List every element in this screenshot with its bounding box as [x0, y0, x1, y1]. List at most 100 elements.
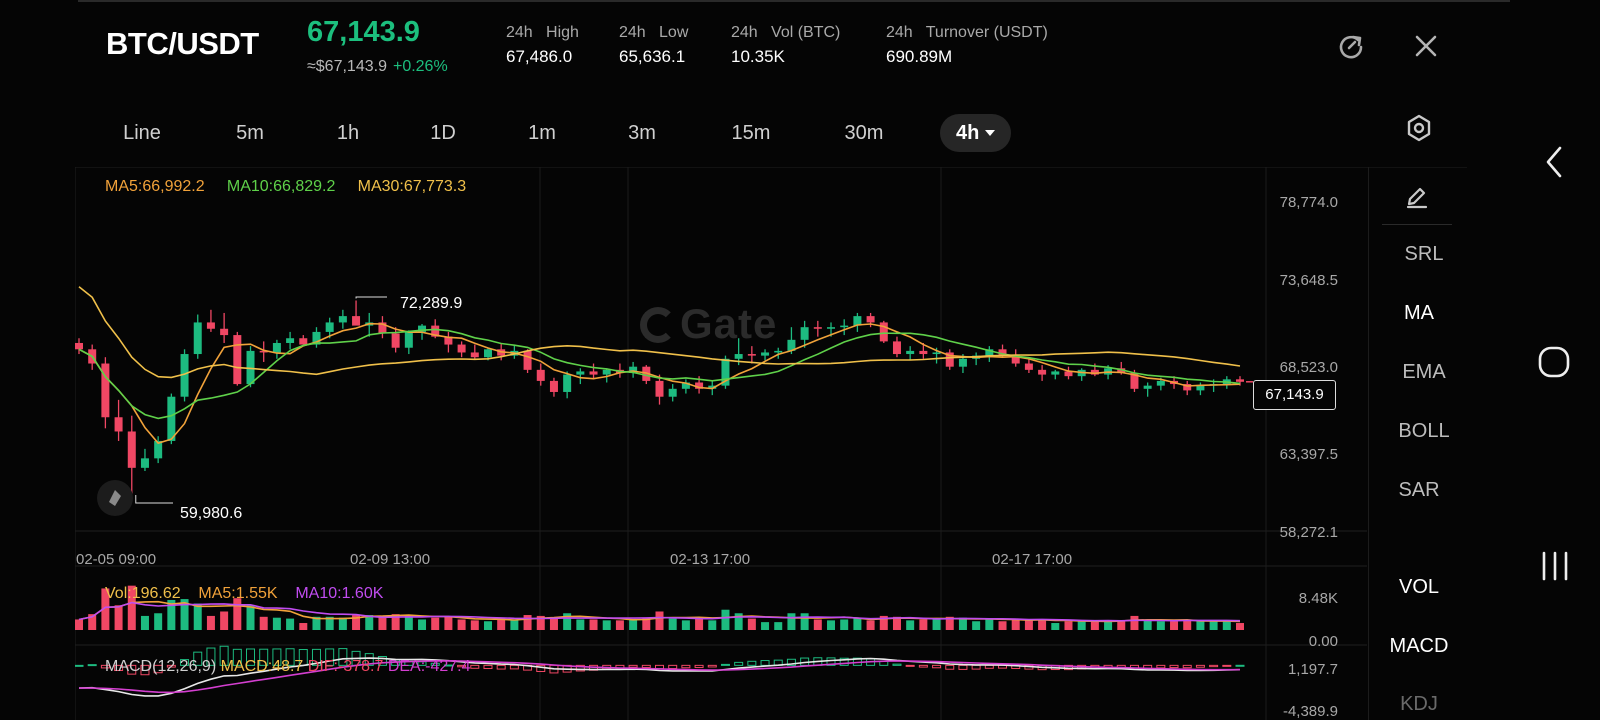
recents-nav-icon[interactable]: [1537, 548, 1573, 584]
chart-settings-icon[interactable]: [1404, 113, 1434, 143]
volume-bar: [787, 613, 796, 630]
candle-body: [695, 382, 704, 389]
low-mark-label: 59,980.6: [180, 505, 243, 522]
candle-body: [259, 350, 268, 353]
drawing-toggle-icon[interactable]: [97, 480, 133, 516]
pair-title[interactable]: BTC/USDT: [106, 26, 259, 61]
candle-body: [1051, 371, 1060, 375]
candle-body: [233, 335, 242, 385]
volume-bar: [418, 619, 427, 630]
ma30-line: [78, 286, 1241, 379]
candle-body: [220, 328, 229, 336]
volume-bar: [259, 616, 268, 630]
candle-body: [813, 327, 822, 329]
candle-body: [985, 349, 994, 356]
tab-5m[interactable]: 5m: [236, 122, 264, 144]
candle-body: [444, 336, 453, 345]
candle-body: [431, 325, 440, 337]
tab-1m[interactable]: 1m: [528, 122, 556, 144]
indicator-boll[interactable]: BOLL: [1398, 420, 1450, 442]
volume-bar: [774, 622, 783, 630]
price-change: +0.26%: [392, 58, 448, 75]
candle-body: [563, 374, 572, 392]
tab-line[interactable]: Line: [123, 122, 161, 144]
indicator-srl[interactable]: SRL: [1404, 243, 1444, 265]
indicator-macd[interactable]: MACD: [1389, 635, 1449, 657]
chevron-down-icon: [985, 130, 996, 136]
candle-body: [101, 363, 110, 418]
stat-24h-turnover: 24h Turnover (USDT) 690.89M: [886, 24, 1048, 67]
macd-histogram-bar: [826, 657, 836, 666]
tab-1h[interactable]: 1h: [336, 122, 360, 144]
candle-body: [1236, 379, 1244, 382]
volume-legend: Vol:196.62 MA5:1.55K MA10:1.60K: [105, 585, 383, 603]
indicator-vol[interactable]: VOL: [1398, 576, 1440, 598]
volume-bar: [457, 619, 466, 630]
candle-body: [299, 338, 308, 345]
indicator-ema[interactable]: EMA: [1402, 361, 1446, 383]
volume-bar: [1051, 623, 1060, 630]
back-nav-icon[interactable]: [1540, 142, 1570, 182]
candle-body: [1143, 385, 1152, 389]
volume-bar: [602, 620, 611, 630]
candle-body: [853, 316, 862, 326]
volume-bar: [734, 613, 743, 630]
macd-histogram-bar: [193, 651, 203, 666]
refresh-icon[interactable]: [1336, 31, 1366, 61]
volume-bar: [549, 617, 558, 630]
volume-bar: [1090, 621, 1099, 630]
tab-30m[interactable]: 30m: [844, 122, 884, 144]
close-icon[interactable]: [1411, 31, 1441, 61]
volume-bar: [589, 619, 598, 630]
tab-1d[interactable]: 1D: [430, 122, 456, 144]
macd-histogram-bar: [483, 664, 493, 670]
kline-chart[interactable]: [75, 167, 1467, 720]
tab-3m[interactable]: 3m: [628, 122, 656, 144]
macd-histogram-bar: [496, 664, 506, 670]
vol-ma10-line: [78, 601, 1241, 622]
candle-body: [352, 316, 361, 326]
candle-body: [418, 325, 427, 332]
chart-area[interactable]: [75, 167, 1467, 720]
candle-body: [1130, 373, 1139, 389]
candle-body: [1183, 384, 1192, 391]
volume-bar: [563, 613, 572, 630]
candle-body: [919, 350, 928, 355]
volume-bar: [352, 615, 361, 630]
indicator-sar[interactable]: SAR: [1398, 479, 1440, 501]
macd-histogram-bar: [259, 648, 269, 666]
indicator-kdj[interactable]: KDJ: [1400, 693, 1438, 715]
macd-histogram-bar: [932, 664, 942, 669]
candle-body: [1196, 385, 1205, 391]
candle-body: [206, 322, 215, 329]
candle-body: [391, 333, 400, 348]
tab-15m[interactable]: 15m: [731, 122, 771, 144]
volume-bar: [483, 621, 492, 630]
tab-4h-dropdown[interactable]: 4h: [940, 114, 1012, 152]
candle-body: [1156, 380, 1165, 386]
volume-bar: [444, 616, 453, 630]
volume-bar: [721, 609, 730, 630]
volume-bar: [404, 615, 413, 630]
volume-bar: [206, 615, 215, 630]
ma5-value: MA5:66,992.2: [105, 178, 205, 195]
volume-bar: [747, 618, 756, 630]
volume-bar: [761, 622, 770, 630]
candle-body: [523, 350, 532, 370]
pencil-draw-icon[interactable]: [1402, 182, 1432, 212]
indicator-ma[interactable]: MA: [1404, 302, 1434, 324]
macd-histogram-bar: [272, 648, 282, 666]
candle-body: [576, 371, 585, 375]
stat-label: 24h Low: [619, 24, 689, 41]
candle-body: [140, 458, 149, 468]
home-nav-icon[interactable]: [1536, 344, 1572, 380]
low-mark-pointer: [135, 495, 173, 504]
volume-bar: [958, 617, 967, 630]
candle-body: [761, 352, 770, 356]
macd-histogram-bar: [984, 664, 994, 669]
vol-value: Vol:196.62: [105, 585, 181, 602]
volume-bar: [180, 599, 189, 630]
candle-body: [325, 322, 334, 332]
macd-histogram-bar: [232, 648, 242, 666]
macd-histogram-bar: [905, 664, 915, 667]
